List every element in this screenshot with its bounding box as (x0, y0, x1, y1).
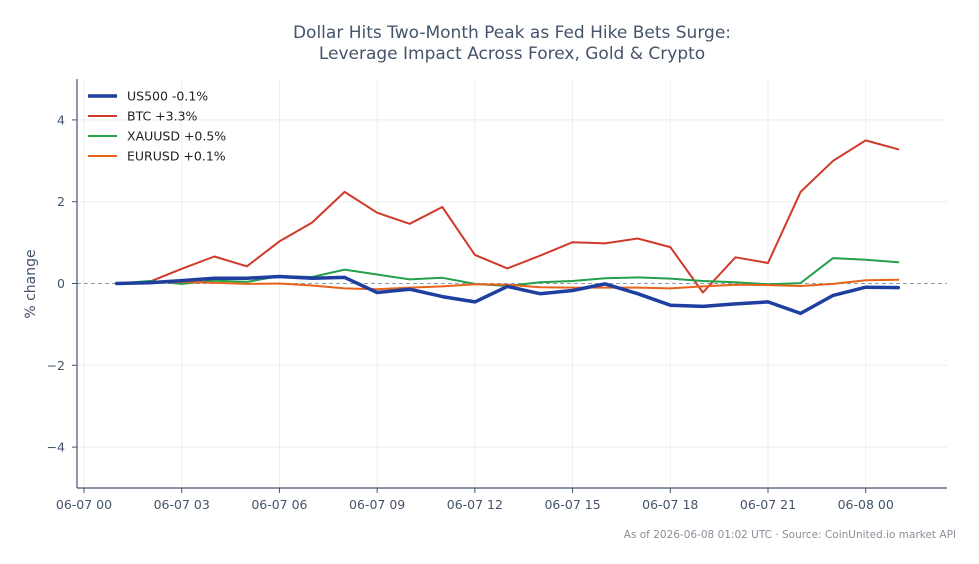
axes: 06-07 00 06-07 03 06-07 06 06-07 09 06-07 12… (47, 79, 947, 512)
x-tick-label: 06-07 12 (447, 497, 503, 512)
series-line-us500 (114, 274, 901, 316)
legend: US500 -0.1% BTC +3.3% XAUUSD +0.5% EURUSD +… (88, 89, 226, 164)
legend-label-us500: US500 -0.1% (127, 89, 208, 104)
y-tick-label: 4 (57, 112, 65, 127)
x-tick-label: 06-07 09 (349, 497, 405, 512)
legend-label-btc: BTC +3.3% (127, 109, 198, 124)
y-axis-label: % change (23, 249, 39, 318)
y-tick-label: 0 (57, 276, 65, 291)
x-tick-label: 06-07 21 (740, 497, 796, 512)
y-tick-label: −4 (47, 440, 65, 455)
y-tick-label: −2 (47, 358, 65, 373)
legend-label-eurusd: EURUSD +0.1% (127, 149, 226, 164)
x-tick-label: 06-07 06 (251, 497, 307, 512)
chart-title: Dollar Hits Two-Month Peak as Fed Hike B… (293, 23, 731, 43)
x-tick-label: 06-07 03 (154, 497, 210, 512)
x-tick-label: 06-07 00 (56, 497, 112, 512)
footer-source: As of 2026-06-08 01:02 UTC · Source: Coi… (624, 529, 956, 541)
series-group (114, 139, 901, 316)
x-tick-label: 06-07 15 (544, 497, 600, 512)
y-tick-label: 2 (57, 194, 65, 209)
series-line-btc (115, 139, 900, 294)
x-tick-label: 06-07 18 (642, 497, 698, 512)
chart-subtitle: Leverage Impact Across Forex, Gold & Cry… (319, 44, 705, 64)
x-tick-label: 06-08 00 (838, 497, 894, 512)
legend-label-xauusd: XAUUSD +0.5% (127, 129, 226, 144)
